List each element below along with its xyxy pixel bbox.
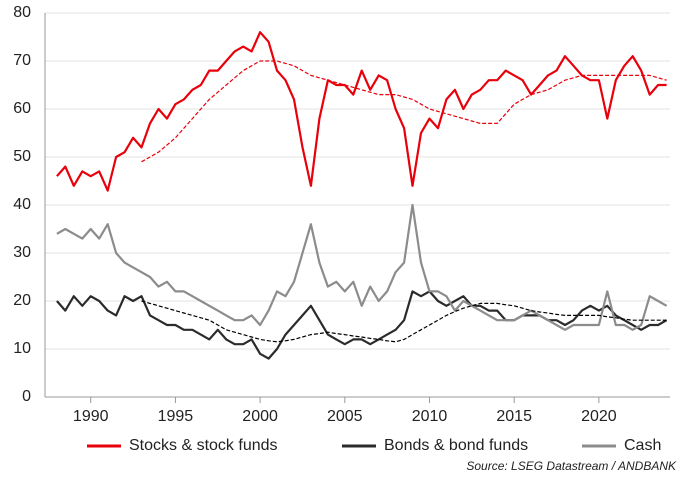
x-tick-label: 2005 [327,408,363,425]
y-tick-label: 20 [13,292,31,309]
legend-label: Cash [624,437,661,454]
series-line [56,31,667,192]
trend-line [141,60,667,163]
trend-line [141,300,667,343]
y-tick-label: 0 [22,388,31,405]
y-tick-label: 70 [13,52,31,69]
series-line [56,290,668,360]
y-tick-label: 30 [13,244,31,261]
y-tick-label: 10 [13,340,31,357]
x-tick-label: 2015 [496,408,532,425]
x-tick-label: 2000 [242,408,278,425]
y-tick-label: 50 [13,148,31,165]
x-tick-label: 1995 [158,408,194,425]
x-tick-label: 2010 [412,408,448,425]
series-line [56,203,668,331]
y-tick-label: 60 [13,100,31,117]
x-tick-label: 1990 [73,408,109,425]
legend-label: Bonds & bond funds [384,437,528,454]
y-tick-label: 80 [13,4,31,21]
y-tick-label: 40 [13,196,31,213]
x-tick-label: 2020 [581,408,617,425]
legend-label: Stocks & stock funds [129,437,278,454]
source: Source: LSEG Datastream / ANDBANK [466,459,677,473]
